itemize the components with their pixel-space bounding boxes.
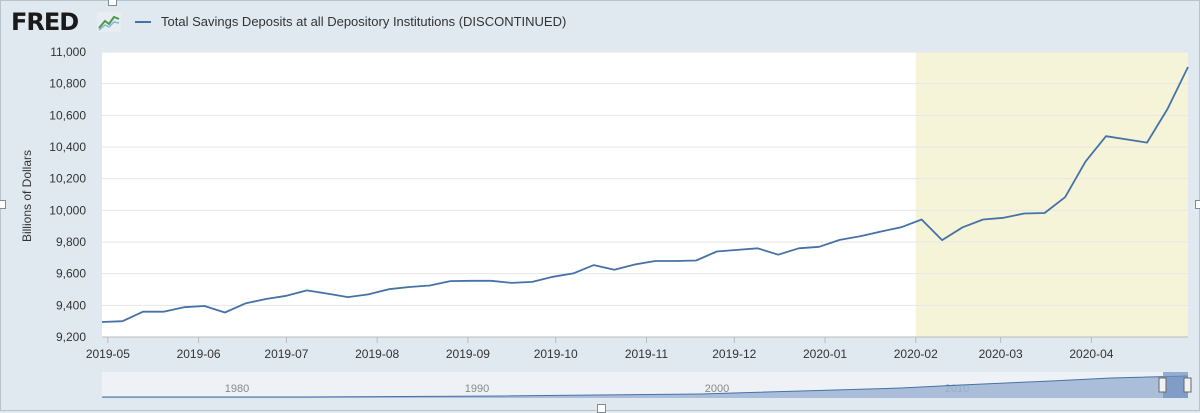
x-tick-label: 2020-03 [979, 347, 1023, 361]
navigator-handle-right[interactable] [1183, 377, 1192, 393]
recession-shading [915, 52, 1188, 337]
x-tick-label: 2019-05 [86, 347, 130, 361]
x-tick-label: 2019-09 [446, 347, 490, 361]
y-tick-label: 9,600 [56, 267, 86, 281]
range-navigator[interactable]: 1980199020002010 [102, 372, 1192, 398]
x-tick-label: 2020-02 [894, 347, 938, 361]
legend-series-label: Total Savings Deposits at all Depository… [161, 14, 567, 29]
y-tick-label: 10,000 [49, 203, 86, 217]
series-line [101, 66, 1189, 323]
x-tick-label: 2019-10 [534, 347, 578, 361]
y-tick-label: 10,400 [49, 140, 86, 154]
x-tick-label: 2020-04 [1069, 347, 1113, 361]
series-group [101, 66, 1189, 323]
y-tick-label: 11,000 [50, 45, 86, 59]
x-tick-label: 2019-07 [264, 347, 308, 361]
x-tick-label: 2019-12 [712, 347, 756, 361]
resize-handle-right[interactable] [1195, 200, 1200, 209]
y-tick-label: 9,400 [56, 298, 86, 312]
navigator-series-line [102, 375, 1189, 398]
legend-swatch [135, 21, 151, 23]
y-tick-labels: 9,200 9,400 9,600 9,800 10,000 10,200 10,400 10… [49, 45, 86, 344]
navigator-year-label: 2000 [705, 383, 729, 395]
y-tick-label: 10,600 [49, 108, 86, 122]
y-tick-label: 10,800 [49, 77, 86, 91]
x-tick-labels: 2019-05 2019-06 2019-07 2019-08 2019-09 2019-… [86, 336, 1188, 361]
x-tick-label: 2019-11 [625, 347, 668, 361]
fred-chart-icon [97, 12, 121, 32]
resize-handle-top[interactable] [108, 0, 117, 6]
navigator-series-area [102, 376, 1188, 398]
recession-shading-group [915, 52, 1188, 337]
x-tick-label: 2019-06 [177, 347, 221, 361]
resize-handle-left[interactable] [0, 200, 6, 209]
y-tick-label: 9,800 [56, 235, 86, 249]
x-tick-label: 2019-08 [355, 347, 399, 361]
x-tick-label: 2020-01 [803, 347, 847, 361]
navigator-handle-left[interactable] [1158, 377, 1167, 393]
fred-logo[interactable]: FRED [11, 8, 79, 36]
navigator-year-label: 1990 [465, 383, 489, 395]
y-tick-label: 10,200 [49, 172, 86, 186]
navigator-year-label: 1980 [225, 383, 249, 395]
y-tick-label: 9,200 [56, 330, 86, 344]
